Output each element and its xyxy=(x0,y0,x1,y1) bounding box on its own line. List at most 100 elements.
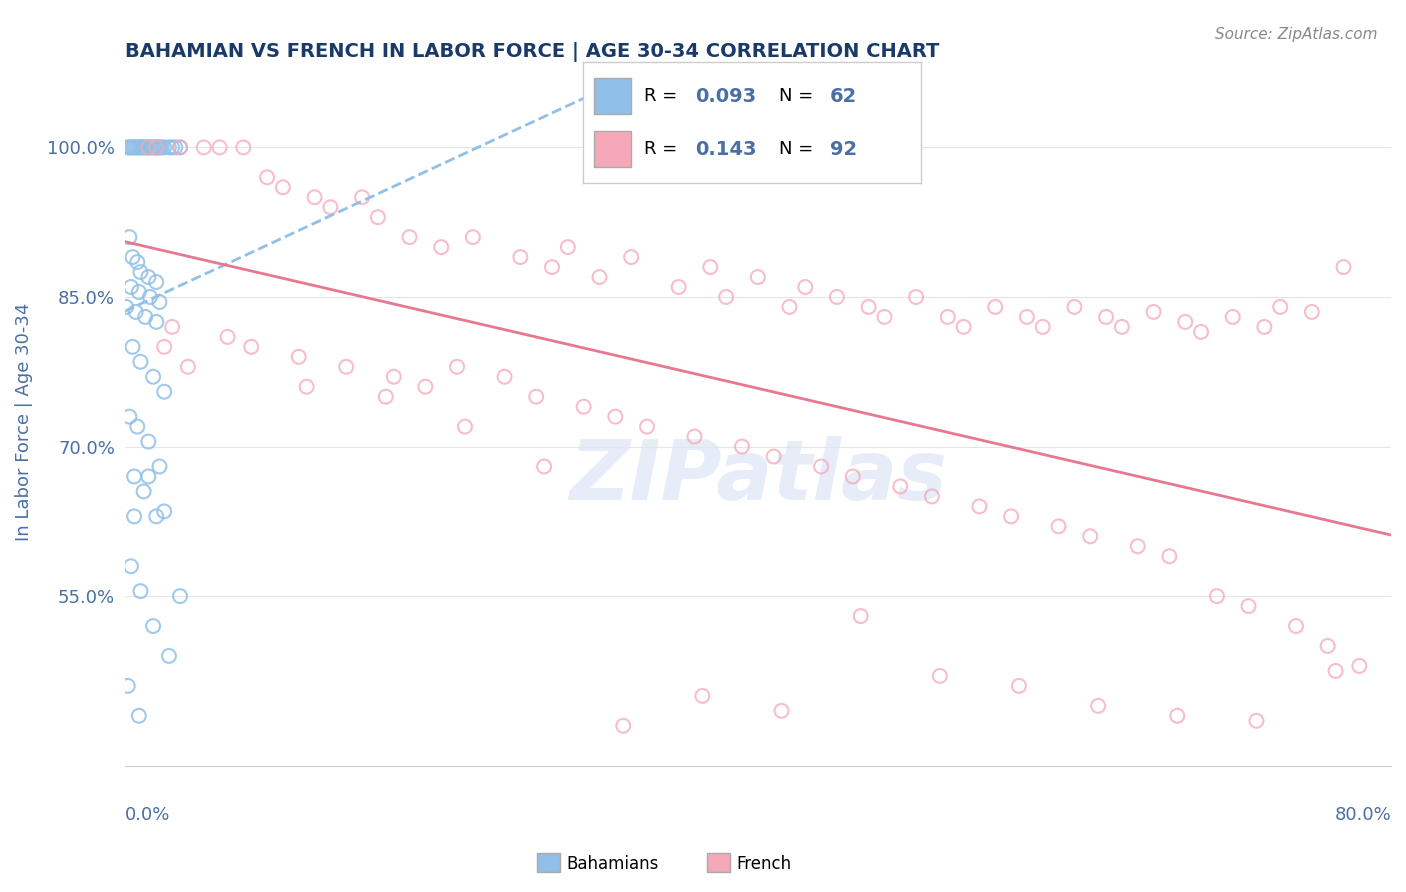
Point xyxy=(382,369,405,384)
Point xyxy=(145,509,167,524)
Point xyxy=(1324,664,1347,678)
FancyBboxPatch shape xyxy=(593,131,631,167)
Point xyxy=(135,140,157,154)
Text: N =: N = xyxy=(779,140,820,158)
Point xyxy=(117,140,139,154)
Point xyxy=(1270,300,1292,314)
Text: 92: 92 xyxy=(830,140,856,159)
Point xyxy=(509,250,531,264)
Text: 62: 62 xyxy=(830,87,858,105)
Point xyxy=(118,230,141,244)
Point xyxy=(794,280,817,294)
Point xyxy=(731,440,754,454)
Point xyxy=(1047,519,1070,533)
Point xyxy=(1111,319,1133,334)
Point xyxy=(138,140,160,154)
Point xyxy=(367,210,389,224)
Point xyxy=(572,400,595,414)
Point xyxy=(928,669,950,683)
Point xyxy=(193,140,215,154)
Point xyxy=(287,350,309,364)
Point xyxy=(668,280,690,294)
Point xyxy=(778,300,800,314)
Point xyxy=(138,270,160,285)
Point xyxy=(157,140,180,154)
Point xyxy=(533,459,555,474)
Point xyxy=(127,419,149,434)
Point xyxy=(415,380,437,394)
Point xyxy=(612,719,634,733)
Point xyxy=(494,369,516,384)
Point xyxy=(1333,260,1355,274)
Point xyxy=(128,140,150,154)
Point xyxy=(1348,659,1371,673)
Point xyxy=(936,310,959,324)
Point xyxy=(138,434,160,449)
Point xyxy=(1253,319,1275,334)
Point xyxy=(1063,300,1085,314)
Point xyxy=(430,240,453,254)
Point xyxy=(1237,599,1260,613)
Point xyxy=(762,450,785,464)
Point xyxy=(208,140,231,154)
Point xyxy=(304,190,326,204)
Point xyxy=(256,170,278,185)
Point xyxy=(129,584,152,599)
Point xyxy=(118,140,141,154)
Point xyxy=(446,359,468,374)
Point xyxy=(142,619,165,633)
Point xyxy=(1095,310,1118,324)
Point xyxy=(145,140,167,154)
Point xyxy=(177,359,200,374)
Point xyxy=(121,250,143,264)
Point xyxy=(398,230,420,244)
Text: N =: N = xyxy=(779,87,820,105)
Point xyxy=(120,280,142,294)
Point xyxy=(165,140,187,154)
Point xyxy=(1015,310,1038,324)
Point xyxy=(120,559,142,574)
Point xyxy=(117,679,139,693)
Point xyxy=(770,704,793,718)
Point xyxy=(134,310,156,324)
Point xyxy=(905,290,928,304)
Point xyxy=(129,265,152,279)
Point xyxy=(240,340,263,354)
Point xyxy=(461,230,484,244)
Point xyxy=(145,315,167,329)
Point xyxy=(295,380,318,394)
Text: 80.0%: 80.0% xyxy=(1334,805,1391,823)
Point xyxy=(1000,509,1022,524)
Point xyxy=(541,260,564,274)
Point xyxy=(169,140,191,154)
Point xyxy=(842,469,865,483)
Point xyxy=(132,140,155,154)
Point xyxy=(873,310,896,324)
Point xyxy=(1189,325,1212,339)
Text: 0.093: 0.093 xyxy=(695,87,756,105)
Point xyxy=(921,490,943,504)
Text: R =: R = xyxy=(644,140,683,158)
Point xyxy=(142,369,165,384)
Point xyxy=(952,319,974,334)
Point xyxy=(1159,549,1181,564)
Point xyxy=(121,340,143,354)
Text: French: French xyxy=(737,855,792,873)
Point xyxy=(131,140,153,154)
Point xyxy=(148,295,170,310)
Y-axis label: In Labor Force | Age 30-34: In Labor Force | Age 30-34 xyxy=(15,302,32,541)
Point xyxy=(1205,589,1227,603)
Point xyxy=(127,255,149,269)
Point xyxy=(335,359,357,374)
Point xyxy=(810,459,832,474)
Point xyxy=(374,390,396,404)
Point xyxy=(160,319,183,334)
Point xyxy=(138,469,160,483)
Point xyxy=(122,509,145,524)
Point xyxy=(1246,714,1268,728)
Point xyxy=(557,240,579,254)
Point xyxy=(969,500,991,514)
Point xyxy=(150,140,173,154)
Point xyxy=(143,140,166,154)
Point xyxy=(132,484,155,499)
